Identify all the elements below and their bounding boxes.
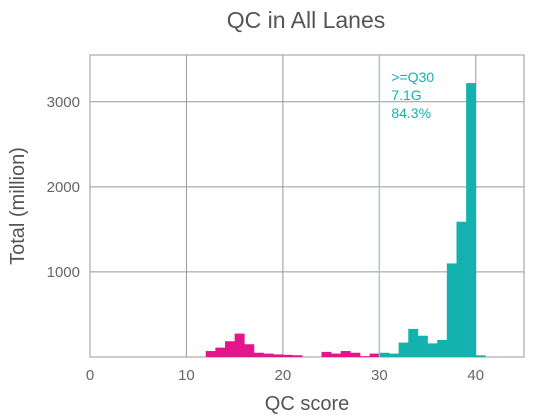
histogram-bar — [446, 263, 457, 357]
x-tick-label: 10 — [178, 367, 195, 384]
histogram-bar — [456, 221, 467, 357]
histogram-bar — [369, 353, 380, 357]
histogram-bar — [292, 355, 303, 357]
y-tick-label: 3000 — [47, 94, 80, 111]
histogram-bar — [205, 351, 216, 357]
plot-frame — [89, 54, 525, 358]
histogram-bar — [408, 328, 419, 357]
annotation-line: 7.1G — [391, 87, 421, 103]
x-tick-label: 30 — [371, 367, 388, 384]
histogram-bar — [350, 352, 361, 357]
histogram-bar — [331, 353, 342, 357]
histogram-bar — [379, 352, 390, 357]
histogram-bar — [282, 354, 293, 357]
x-tick-label: 40 — [467, 367, 484, 384]
q30-annotation: >=Q30 7.1G 84.3% — [391, 69, 434, 121]
histogram-bar — [475, 355, 486, 357]
histogram-bar — [398, 342, 409, 357]
y-tick-label: 2000 — [47, 179, 80, 196]
y-axis-title: Total (million) — [7, 147, 29, 265]
histogram-bar — [437, 339, 448, 357]
bars — [205, 83, 486, 357]
histogram-bar — [273, 354, 284, 357]
x-axis-title: QC score — [265, 393, 349, 415]
histogram-bar — [244, 344, 255, 357]
annotation-line: 84.3% — [391, 105, 431, 121]
y-tick-label: 1000 — [47, 264, 80, 281]
histogram-bar — [263, 353, 274, 357]
chart-title: QC in All Lanes — [227, 7, 386, 33]
histogram-bar — [340, 351, 351, 357]
histogram-bar — [388, 353, 399, 357]
histogram-bar — [321, 351, 332, 357]
histogram-bar — [427, 343, 438, 357]
histogram-bar — [234, 333, 245, 357]
x-tick-label: 20 — [275, 367, 292, 384]
annotation-line: >=Q30 — [391, 69, 434, 85]
histogram-bar — [225, 341, 235, 357]
histogram-bar — [253, 352, 264, 357]
histogram-bar — [417, 335, 428, 357]
x-tick-label: 0 — [86, 367, 94, 384]
histogram-bar — [466, 83, 477, 357]
histogram-bar — [215, 347, 226, 357]
tick-labels: 0 10 20 30 40 1000 2000 3000 — [47, 94, 484, 384]
histogram-bar — [360, 356, 370, 357]
